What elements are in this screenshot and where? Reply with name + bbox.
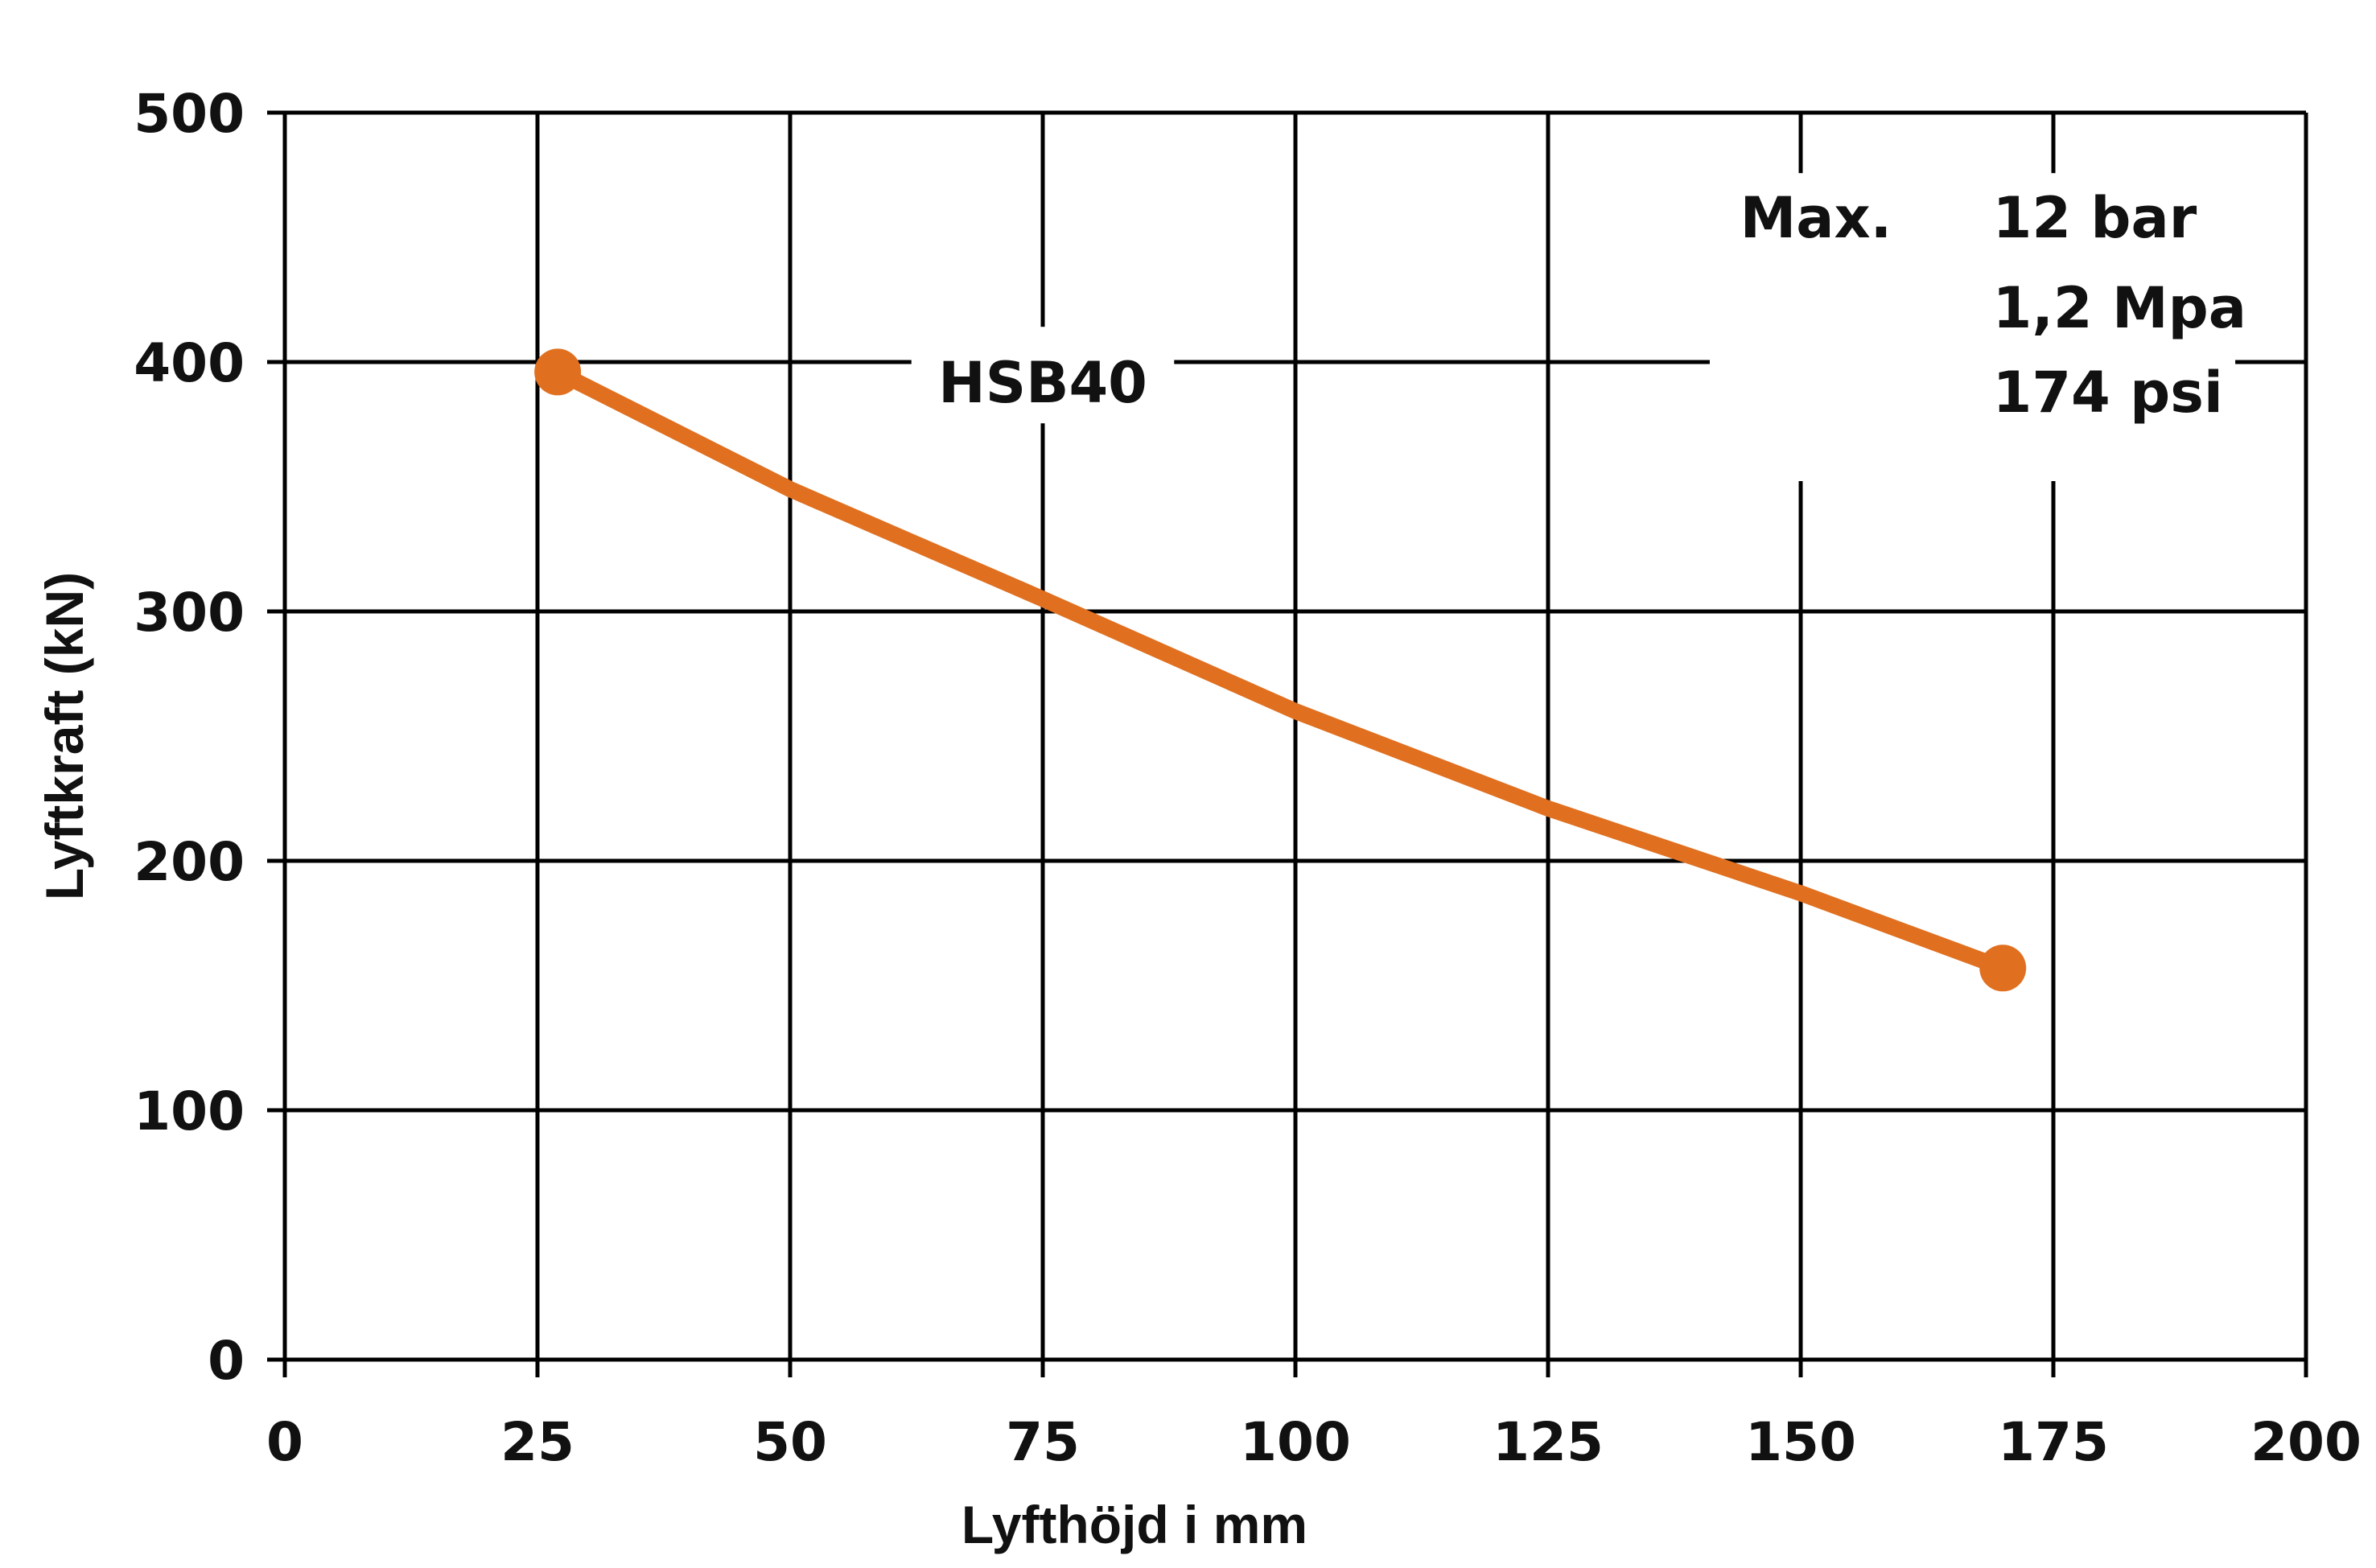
series-line <box>550 364 2012 977</box>
series-layer <box>534 348 2027 992</box>
x-tick-label: 200 <box>2250 1411 2362 1473</box>
x-tick-label: 125 <box>1493 1411 1604 1473</box>
axis-ticks: 0 25 50 75 100 125 150 175 200 0 100 200 300 400 500 <box>134 83 2362 1473</box>
series-endpoint-marker <box>1979 945 2027 992</box>
x-tick-label: 150 <box>1745 1411 1856 1473</box>
y-tick-label: 200 <box>134 831 245 893</box>
pressure-label-psi: 174 psi <box>1993 360 2223 426</box>
x-tick-label: 0 <box>266 1411 303 1473</box>
x-tick-label: 100 <box>1240 1411 1351 1473</box>
x-axis-label: Lyfthöjd i mm <box>962 1495 1307 1554</box>
y-tick-label: 0 <box>208 1330 245 1392</box>
y-tick-label: 400 <box>134 332 245 394</box>
y-tick-label: 500 <box>134 83 245 145</box>
y-axis-label: Lyftkraft (kN) <box>35 572 94 900</box>
max-label: Max. <box>1740 185 1892 251</box>
series-endpoint-marker <box>534 348 582 396</box>
y-tick-label: 100 <box>134 1080 245 1142</box>
annotation-mask <box>1709 173 2236 481</box>
series-label-mask <box>911 327 1175 424</box>
x-tick-label: 50 <box>753 1411 827 1473</box>
y-tick-label: 300 <box>134 582 245 644</box>
x-tick-label: 175 <box>1998 1411 2109 1473</box>
pressure-label-bar: 12 bar <box>1993 185 2197 251</box>
x-tick-label: 75 <box>1006 1411 1080 1473</box>
series-label: HSB40 <box>938 350 1147 416</box>
x-tick-label: 25 <box>500 1411 574 1473</box>
pressure-label-mpa: 1,2 Mpa <box>1993 275 2246 341</box>
